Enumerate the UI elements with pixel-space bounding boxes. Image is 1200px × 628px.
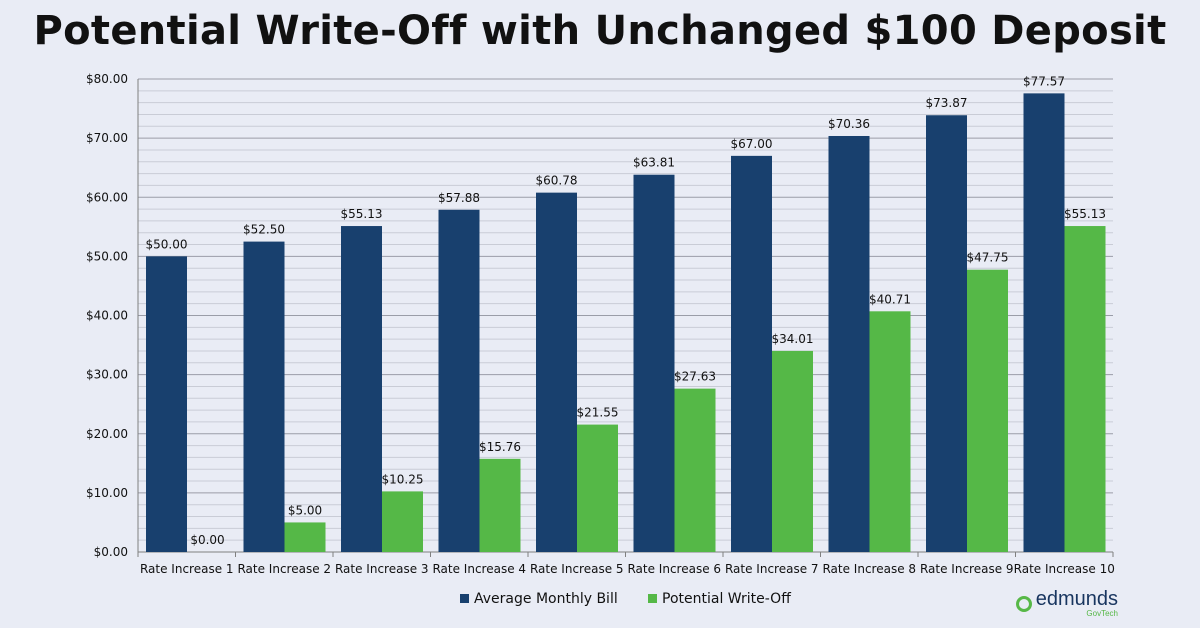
legend-label: Average Monthly Bill <box>474 591 618 607</box>
data-label: $50.00 <box>146 237 188 251</box>
data-label: $63.81 <box>633 156 675 170</box>
data-label: $10.25 <box>382 472 424 486</box>
data-label: $70.36 <box>828 117 870 131</box>
data-label: $5.00 <box>288 503 322 517</box>
data-label: $67.00 <box>731 137 773 151</box>
y-tick-label: $30.00 <box>86 368 128 382</box>
x-tick-label: Rate Increase 8 <box>822 562 916 576</box>
edmunds-logo: edmunds GovTech <box>1015 588 1118 618</box>
bar-average-monthly-bill <box>146 256 187 552</box>
x-tick-label: Rate Increase 7 <box>725 562 819 576</box>
data-label: $60.78 <box>536 174 578 188</box>
bar-average-monthly-bill <box>341 226 382 552</box>
logo-subtext: GovTech <box>1086 609 1118 618</box>
data-label: $34.01 <box>772 332 814 346</box>
bar-average-monthly-bill <box>243 241 285 552</box>
bar-potential-write-off <box>382 491 423 552</box>
logo-wordmark: edmunds <box>1035 588 1118 610</box>
x-tick-label: Rate Increase 9 <box>920 562 1014 576</box>
bar-potential-write-off <box>674 388 716 552</box>
x-tick-label: Rate Increase 10 <box>1014 562 1115 576</box>
x-tick-label: Rate Increase 6 <box>627 562 721 576</box>
bar-average-monthly-bill <box>828 135 870 552</box>
bar-average-monthly-bill <box>633 174 675 552</box>
y-tick-label: $50.00 <box>86 249 128 263</box>
bar-average-monthly-bill <box>536 192 577 552</box>
data-label: $55.13 <box>1064 207 1106 221</box>
bar-potential-write-off <box>284 522 326 552</box>
legend-swatch <box>648 594 657 603</box>
y-tick-label: $0.00 <box>94 545 128 559</box>
y-tick-label: $40.00 <box>86 309 128 323</box>
y-tick-label: $10.00 <box>86 486 128 500</box>
data-label: $73.87 <box>926 96 968 110</box>
edmunds-logo-icon <box>1015 595 1032 612</box>
data-label: $52.50 <box>243 223 285 237</box>
x-tick-label: Rate Increase 2 <box>237 562 331 576</box>
bar-average-monthly-bill <box>731 155 772 553</box>
bar-potential-write-off <box>479 458 521 552</box>
y-tick-label: $60.00 <box>86 190 128 204</box>
x-tick-label: Rate Increase 1 <box>140 562 234 576</box>
data-label: $0.00 <box>190 533 224 547</box>
data-label: $27.63 <box>674 370 716 384</box>
y-tick-label: $20.00 <box>86 427 128 441</box>
legend-label: Potential Write-Off <box>662 591 791 607</box>
data-label: $40.71 <box>869 292 911 306</box>
bar-potential-write-off <box>967 269 1008 552</box>
x-tick-label: Rate Increase 4 <box>432 562 526 576</box>
chart-title: Potential Write-Off with Unchanged $100 … <box>33 8 1167 54</box>
x-tick-label: Rate Increase 5 <box>530 562 624 576</box>
data-label: $55.13 <box>341 207 383 221</box>
data-label: $21.55 <box>577 406 619 420</box>
bar-average-monthly-bill <box>926 115 967 552</box>
data-label: $57.88 <box>438 191 480 205</box>
bar-potential-write-off <box>772 350 813 552</box>
bar-potential-write-off <box>869 311 911 552</box>
y-tick-label: $70.00 <box>86 131 128 145</box>
bar-potential-write-off <box>1064 226 1106 552</box>
data-label: $47.75 <box>967 251 1009 265</box>
bar-average-monthly-bill <box>1023 93 1065 553</box>
bar-average-monthly-bill <box>438 209 480 553</box>
bar-potential-write-off <box>577 424 618 552</box>
data-label: $77.57 <box>1023 74 1065 88</box>
data-label: $15.76 <box>479 440 521 454</box>
y-tick-label: $80.00 <box>86 72 128 86</box>
x-tick-label: Rate Increase 3 <box>335 562 429 576</box>
legend-swatch <box>460 594 469 603</box>
